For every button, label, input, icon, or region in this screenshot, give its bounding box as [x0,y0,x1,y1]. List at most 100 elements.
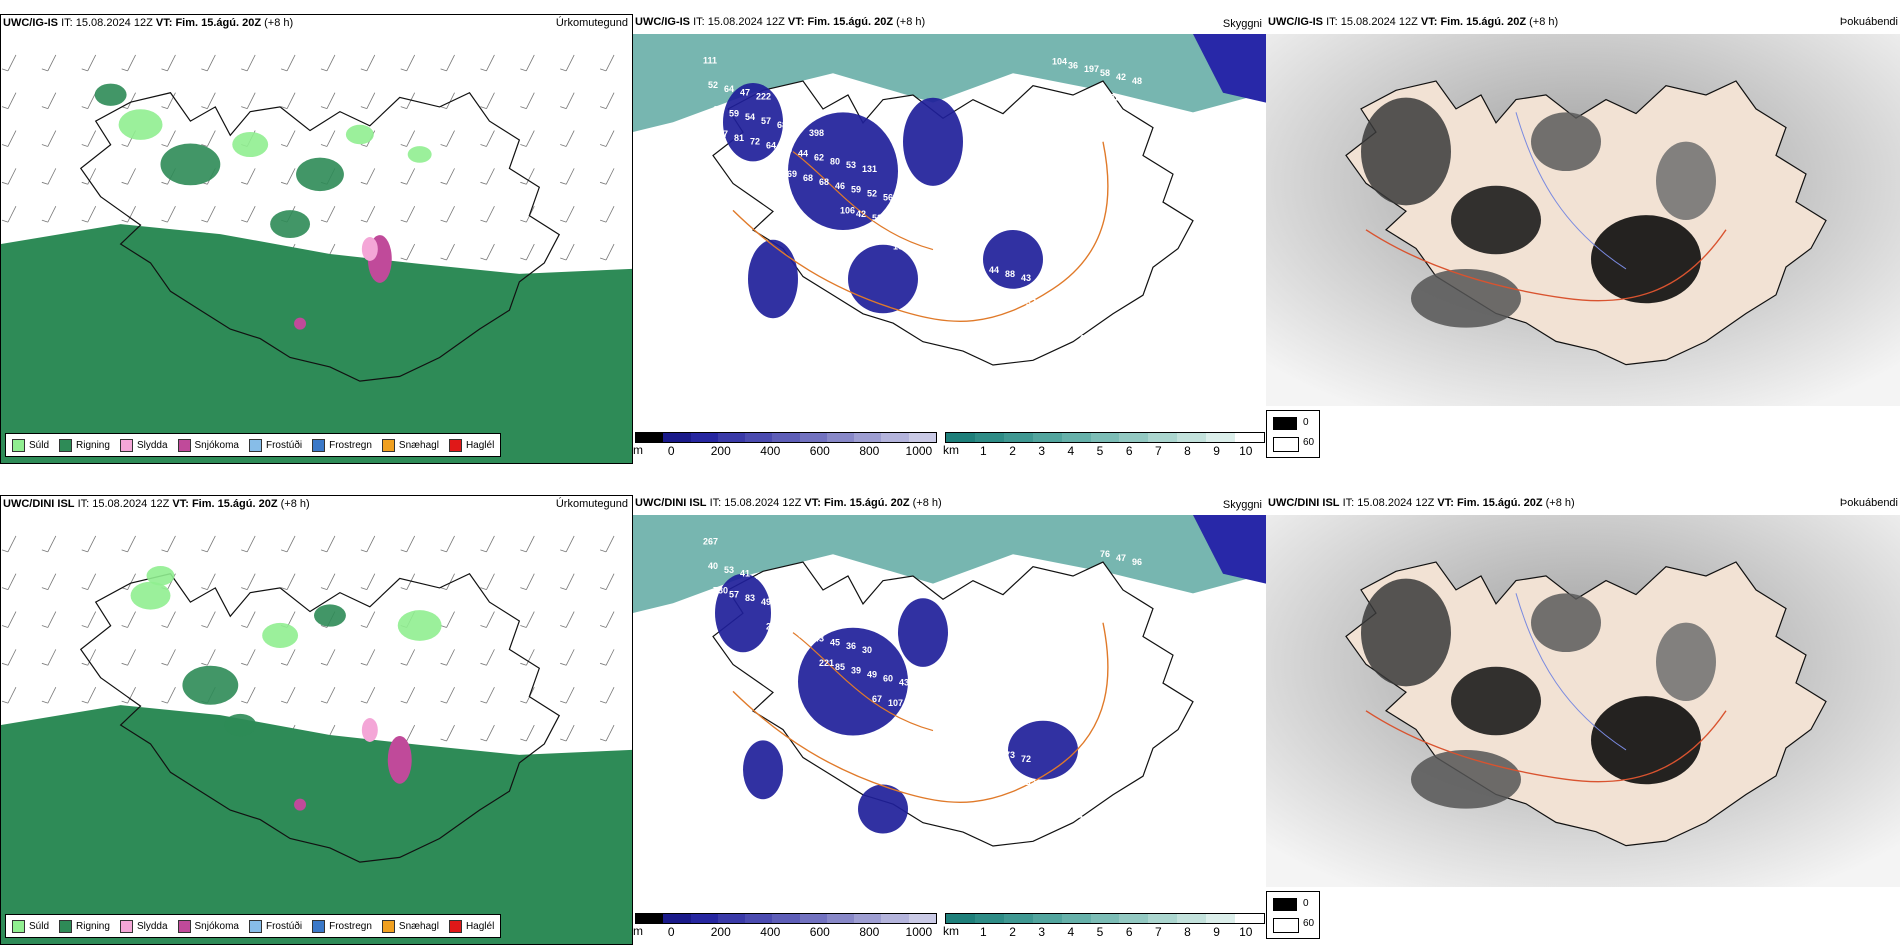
fog-layer [1266,34,1900,406]
colorbar-cell [1119,433,1149,442]
visibility-value: 32 [1074,309,1084,319]
colorbar-tick: 1 [980,925,987,939]
wind-barb [565,168,575,185]
visibility-value: 45 [782,626,792,636]
wind-barb-flag [480,181,487,185]
colorbar-tick: 0 [667,444,675,458]
colorbar-ticks: 0 200 400 600 800 1000 [635,925,937,939]
wind-barb [87,206,97,223]
wind-barb [565,206,575,223]
fog-layer [1266,515,1900,887]
precip-patch [94,83,127,106]
fog-area [1656,141,1716,220]
panel-title: UWC/IG-IS IT: 15.08.2024 12Z VT: Fim. 15… [3,17,294,29]
wind-barb-flag [440,625,447,628]
colorbar-cell [1206,914,1236,923]
colorbar-tick: 7 [1154,444,1162,458]
colorbar-cell [1090,433,1120,442]
wind-barb-flag [1,700,9,704]
visibility-value: 56 [883,193,893,203]
wind-barb-flag [400,700,407,704]
legend-item: Frostúði [248,438,302,452]
low-visibility-sea [633,34,1266,132]
wind-barb-flag [41,144,48,147]
wind-barb [486,54,495,72]
fog-area [1361,97,1451,206]
model-name: UWC/DINI ISL [1268,497,1340,509]
colorbar-tick: 4 [1067,925,1075,939]
visibility-value: 59 [941,253,951,263]
colorbar-cell [772,914,800,923]
wind-barb [525,168,535,185]
visibility-value: 88 [1005,269,1015,279]
colorbar-tick: 2 [1009,444,1016,458]
colorbar-ticks: 1 2 3 4 5 6 7 8 9 10 [945,444,1265,458]
wind-barb-flag [360,144,367,147]
colorbar-tick: 1000 [905,444,933,458]
fog-legend-black [1273,417,1297,430]
wind-barb [446,130,455,147]
precip-panel-top: UWC/IG-IS IT: 15.08.2024 12Z VT: Fim. 15… [0,14,633,464]
wind-barb-flag [280,181,288,185]
wind-barb-flag [121,625,128,628]
colorbar-tick: 8 [1184,444,1191,458]
visibility-value: 77 [718,129,728,139]
visibility-value: 63 [1047,807,1057,817]
legend-label: Rigning [76,439,110,451]
wind-barb [486,243,495,261]
wind-barb [127,54,136,72]
visibility-value: 72 [1021,754,1031,764]
visibility-value: 178 [1079,815,1094,825]
fog-legend-white [1273,918,1299,933]
wind-barb-flag [121,181,128,185]
legend-item: Rigning [59,438,110,452]
visibility-value: 44 [798,149,808,159]
visibility-colorbar: 1 2 3 4 5 6 7 8 9 10 km [943,913,1265,941]
colorbar-cell [946,914,975,923]
wind-barb-flag [560,549,567,553]
visibility-value: 41 [915,201,925,211]
wind-barb [286,535,296,553]
visibility-colorbar: 1 2 3 4 5 6 7 8 9 10 km [943,432,1265,460]
colorbar-cell [826,433,855,442]
fog-area [1411,749,1521,809]
colorbar-cell [799,433,827,442]
wind-barb-flag [520,181,527,185]
precip-patch [296,157,344,192]
wind-barb-flag [81,700,88,704]
visibility-value: 72 [1111,823,1121,833]
visibility-value: 81 [734,133,744,143]
wind-barb-flag [400,219,407,223]
colorbar-cell [1148,914,1178,923]
legend-item: Haglél [448,919,494,933]
wind-barb [7,649,17,666]
colorbar-cell [1119,914,1149,923]
wind-barb [446,206,455,223]
wind-barb-flag [360,68,367,72]
colorbar-cell [854,914,882,923]
high-terrain [858,784,908,834]
elevation-colorbar: 0 200 400 600 800 1000 m [633,432,937,460]
colorbar-unit: m [633,924,643,938]
colorbar-cell [663,914,691,923]
colorbar-tick: 3 [1038,925,1046,939]
visibility-value: 96 [1132,557,1142,567]
legend-label: Snjókoma [194,920,239,932]
visibility-value: 65 [798,630,808,640]
wind-barb [446,168,455,185]
colorbar-tick: 200 [710,925,731,939]
wind-barb-flag [320,587,328,591]
wind-barb-flag [1,625,9,628]
legend-swatch [119,438,133,452]
wind-barb-flag [440,106,447,110]
visibility-layer: 1112223981314139433245474053648488446964… [633,34,1266,365]
wind-barb [486,206,495,223]
wind-barb-flag [599,587,607,591]
wind-barb-flag [440,662,447,666]
visibility-value: 43 [1021,273,1031,283]
wind-barb-flag [360,219,367,223]
precip-patch [232,131,269,158]
precip-panel-bottom: UWC/DINI ISL IT: 15.08.2024 12Z VT: Fim.… [0,495,633,945]
wind-barb-flag [360,625,367,628]
model-name: UWC/IG-IS [3,17,58,29]
